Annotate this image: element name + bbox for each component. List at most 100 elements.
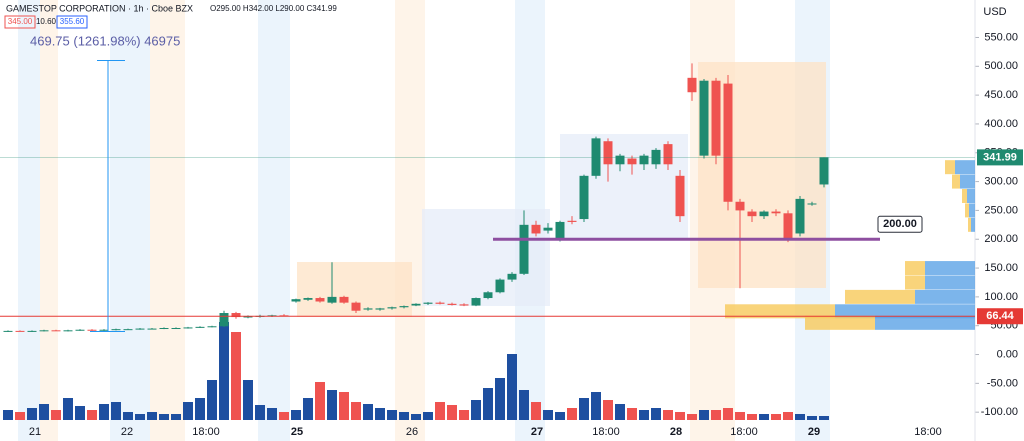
- y-tick-label: 100.00: [984, 291, 1018, 303]
- candle-body: [51, 330, 61, 332]
- candle-body: [555, 221, 565, 240]
- candle-body: [759, 211, 769, 217]
- volume-bar: [63, 398, 73, 420]
- volume-bar: [123, 412, 133, 420]
- volume-bar: [87, 410, 97, 420]
- volume-bar: [591, 392, 601, 420]
- volume-bar: [303, 398, 313, 420]
- volume-bar: [795, 414, 805, 420]
- volume-bar: [627, 408, 637, 420]
- volume-bar: [471, 400, 481, 420]
- volume-bar: [435, 402, 445, 420]
- candle-body: [711, 80, 721, 156]
- candle-body: [339, 296, 349, 303]
- candle-body: [471, 298, 481, 306]
- volume-bar: [483, 388, 493, 420]
- sell-box[interactable]: [4, 15, 36, 29]
- profile-sell: [905, 261, 925, 276]
- price-label-box: [977, 308, 1023, 325]
- volume-bar: [111, 402, 121, 420]
- volume-bar: [135, 414, 145, 420]
- y-tick-label: 150.00: [984, 262, 1018, 274]
- volume-bar: [651, 408, 661, 420]
- x-tick-label: 18:00: [914, 426, 942, 438]
- candle-body: [507, 273, 517, 280]
- x-tick-label: 26: [406, 426, 418, 438]
- profile-buy: [925, 275, 975, 290]
- y-tick-label: -50.00: [987, 377, 1018, 389]
- currency[interactable]: USD: [983, 6, 1006, 18]
- y-tick-label: 500.00: [984, 60, 1018, 72]
- volume-bar: [315, 382, 325, 420]
- volume-bar: [375, 408, 385, 420]
- volume-bar: [699, 410, 709, 420]
- sell-price: 345.00: [8, 17, 33, 26]
- volume-bar: [603, 400, 613, 420]
- candle-body: [195, 326, 205, 328]
- volume-bar: [519, 390, 529, 420]
- candle-body: [687, 77, 697, 93]
- profile-buy: [969, 203, 975, 218]
- candle-body: [699, 80, 709, 156]
- level-label-box: [877, 215, 923, 233]
- y-tick-label: 250.00: [984, 204, 1018, 216]
- candle-body: [627, 158, 637, 165]
- candle-body: [375, 308, 385, 310]
- candle-body: [171, 328, 181, 330]
- candle-body: [27, 330, 37, 332]
- candle-body: [807, 203, 817, 205]
- profile-sell: [845, 289, 915, 304]
- candle-body: [795, 198, 805, 234]
- candle-body: [639, 155, 649, 165]
- volume-bar: [387, 410, 397, 420]
- candle-body: [207, 326, 217, 328]
- drawn-box: [422, 209, 550, 306]
- y-tick-label: 400.00: [984, 118, 1018, 130]
- profile-sell: [965, 203, 969, 218]
- volume-bar: [399, 412, 409, 420]
- candle-body: [123, 329, 133, 331]
- candle-body: [615, 155, 625, 165]
- volume-bar: [447, 405, 457, 420]
- chart-title: GAMESTOP CORPORATION · 1h · Cboe BZX: [6, 3, 193, 13]
- candle-body: [159, 328, 169, 330]
- y-tick-label: 300.00: [984, 175, 1018, 187]
- candle-body: [99, 329, 109, 331]
- candle-body: [63, 330, 73, 332]
- candle-body: [819, 157, 829, 185]
- volume-bar: [147, 412, 157, 420]
- candle-body: [675, 175, 685, 217]
- candle-body: [567, 220, 577, 222]
- volume-bar: [759, 414, 769, 420]
- ohlc-header: O295.00 H342.00 L290.00 C341.99: [210, 4, 337, 13]
- candle-body: [447, 303, 457, 305]
- volume-bar: [207, 380, 217, 420]
- volume-bar: [543, 410, 553, 420]
- profile-sell: [945, 160, 955, 175]
- volume-bar: [579, 398, 589, 420]
- volume-bar: [243, 380, 253, 420]
- spread: 10.60: [36, 17, 57, 26]
- level-label: 200.00: [883, 218, 917, 230]
- x-tick-label: 28: [670, 426, 682, 438]
- y-tick-label: 450.00: [984, 89, 1018, 101]
- x-tick-label: 25: [291, 426, 303, 438]
- profile-buy: [915, 289, 975, 304]
- session-band: [110, 0, 150, 441]
- buy-box[interactable]: [56, 15, 88, 29]
- y-tick-label: -100.00: [981, 406, 1018, 418]
- volume-bar: [195, 398, 205, 420]
- x-tick-label: 21: [29, 426, 41, 438]
- x-tick-label: 27: [531, 426, 543, 438]
- volume-bar: [675, 412, 685, 420]
- volume-bar: [507, 354, 517, 420]
- candle-body: [579, 175, 589, 220]
- candle-body: [231, 313, 241, 318]
- candle-body: [387, 307, 397, 309]
- buy-price: 355.60: [60, 17, 85, 26]
- volume-bar: [663, 410, 673, 420]
- volume-bar: [75, 406, 85, 420]
- candle-body: [519, 224, 529, 274]
- volume-bar: [711, 410, 721, 420]
- candle-body: [87, 329, 97, 331]
